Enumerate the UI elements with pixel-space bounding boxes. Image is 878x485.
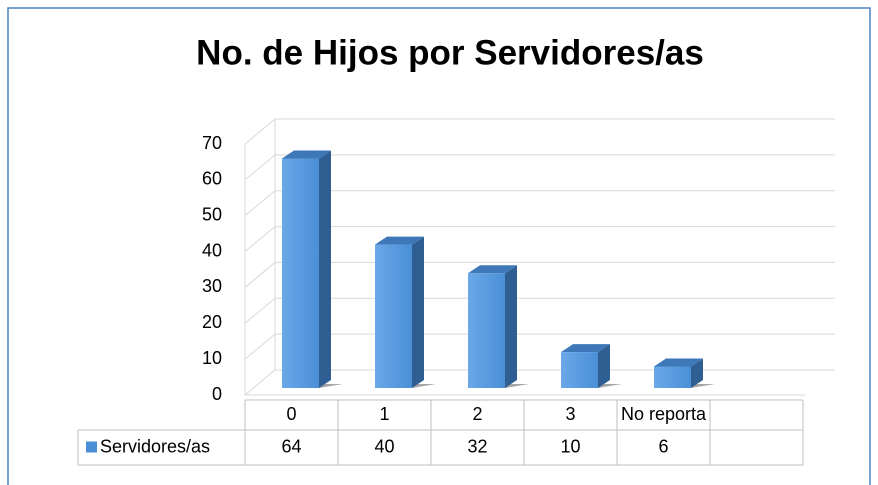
table-value: 6 xyxy=(658,436,668,456)
bar-top xyxy=(561,344,610,353)
bar xyxy=(282,158,319,388)
table-value: 32 xyxy=(467,436,487,456)
bar-side xyxy=(319,150,331,388)
y-tick-label: 60 xyxy=(202,169,222,189)
x-tick-label: 0 xyxy=(286,404,296,424)
bar-side xyxy=(691,358,703,388)
table-value: 64 xyxy=(281,436,301,456)
grid-line xyxy=(244,369,835,396)
grid-line xyxy=(244,333,835,360)
bar xyxy=(654,366,691,388)
y-tick-label: 50 xyxy=(202,204,222,224)
grid-line xyxy=(244,154,835,181)
table-value: 40 xyxy=(374,436,394,456)
x-tick-label: 1 xyxy=(379,404,389,424)
table-value: 10 xyxy=(560,436,580,456)
bar-side xyxy=(505,265,517,388)
grid-line xyxy=(244,297,835,324)
bar-top xyxy=(375,236,424,245)
bar xyxy=(468,273,505,388)
legend-key xyxy=(86,441,97,453)
grid-line xyxy=(244,118,835,145)
y-tick-label: 40 xyxy=(202,240,222,260)
bar-top xyxy=(654,358,703,367)
grid-line xyxy=(244,226,835,252)
grid-line xyxy=(244,190,835,217)
chart-border xyxy=(7,7,871,485)
bar-side xyxy=(412,236,424,388)
chart-title: No. de Hijos por Servidores/as xyxy=(196,33,704,72)
y-tick-label: 70 xyxy=(202,133,222,153)
bar-top xyxy=(282,150,331,159)
y-tick-label: 0 xyxy=(212,384,222,404)
y-tick-label: 20 xyxy=(202,312,222,332)
legend-label: Servidores/as xyxy=(100,436,210,456)
x-tick-label: No reporta xyxy=(621,404,707,424)
bar xyxy=(561,352,598,388)
bar-top xyxy=(468,265,517,274)
bar xyxy=(375,244,412,388)
x-tick-label: 3 xyxy=(565,404,575,424)
x-tick-label: 2 xyxy=(472,404,482,424)
grid-line xyxy=(244,261,835,288)
y-tick-label: 30 xyxy=(202,276,222,296)
bar-side xyxy=(598,344,610,388)
y-tick-label: 10 xyxy=(202,348,222,368)
